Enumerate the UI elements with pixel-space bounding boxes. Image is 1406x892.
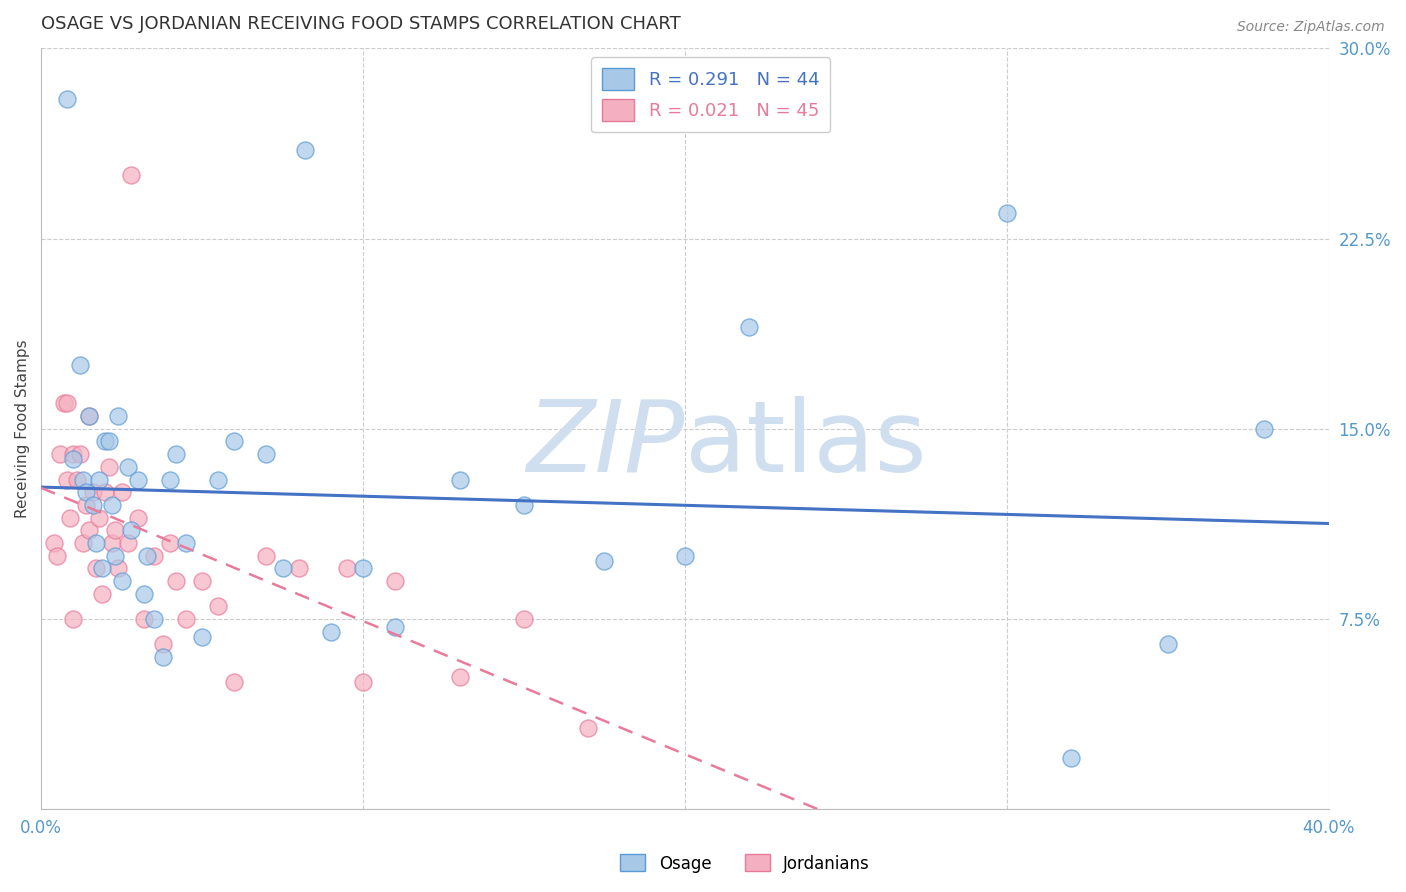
Point xyxy=(336,561,359,575)
Point xyxy=(207,473,229,487)
Point xyxy=(152,650,174,665)
Point xyxy=(52,396,75,410)
Point xyxy=(87,510,110,524)
Point xyxy=(159,473,181,487)
Point xyxy=(384,619,406,633)
Point xyxy=(136,549,159,563)
Point xyxy=(82,485,104,500)
Point xyxy=(101,498,124,512)
Point xyxy=(117,459,139,474)
Text: OSAGE VS JORDANIAN RECEIVING FOOD STAMPS CORRELATION CHART: OSAGE VS JORDANIAN RECEIVING FOOD STAMPS… xyxy=(41,15,681,33)
Point xyxy=(107,409,129,423)
Point xyxy=(165,447,187,461)
Point xyxy=(1157,637,1180,651)
Point xyxy=(449,670,471,684)
Point xyxy=(287,561,309,575)
Point xyxy=(142,612,165,626)
Point xyxy=(110,574,132,588)
Point xyxy=(352,561,374,575)
Point xyxy=(62,452,84,467)
Point xyxy=(97,459,120,474)
Point xyxy=(72,473,94,487)
Point xyxy=(91,561,114,575)
Point xyxy=(576,721,599,735)
Point xyxy=(56,92,79,106)
Point xyxy=(254,447,277,461)
Point xyxy=(159,536,181,550)
Point xyxy=(69,447,91,461)
Point xyxy=(127,473,149,487)
Point xyxy=(104,523,127,537)
Point xyxy=(191,574,214,588)
Point xyxy=(69,359,91,373)
Point xyxy=(107,561,129,575)
Point xyxy=(94,434,117,449)
Legend: Osage, Jordanians: Osage, Jordanians xyxy=(614,847,876,880)
Point xyxy=(294,143,316,157)
Text: ZIP: ZIP xyxy=(527,395,685,492)
Point xyxy=(42,536,65,550)
Point xyxy=(1060,751,1083,765)
Text: Source: ZipAtlas.com: Source: ZipAtlas.com xyxy=(1237,20,1385,34)
Point xyxy=(449,473,471,487)
Y-axis label: Receiving Food Stamps: Receiving Food Stamps xyxy=(15,340,30,518)
Point xyxy=(72,536,94,550)
Point xyxy=(319,624,342,639)
Point xyxy=(152,637,174,651)
Point xyxy=(127,510,149,524)
Point xyxy=(65,473,87,487)
Point xyxy=(79,409,101,423)
Point xyxy=(271,561,294,575)
Text: atlas: atlas xyxy=(685,395,927,492)
Point xyxy=(738,320,761,334)
Point xyxy=(84,561,107,575)
Point xyxy=(82,498,104,512)
Point xyxy=(352,675,374,690)
Point xyxy=(91,586,114,600)
Point xyxy=(132,586,155,600)
Point xyxy=(56,396,79,410)
Point xyxy=(87,473,110,487)
Point xyxy=(46,549,69,563)
Point xyxy=(94,485,117,500)
Point xyxy=(174,612,197,626)
Point xyxy=(513,498,536,512)
Point xyxy=(56,473,79,487)
Point xyxy=(384,574,406,588)
Point xyxy=(110,485,132,500)
Point xyxy=(101,536,124,550)
Point xyxy=(995,206,1018,220)
Point xyxy=(49,447,72,461)
Point xyxy=(79,523,101,537)
Point xyxy=(62,447,84,461)
Point xyxy=(79,409,101,423)
Point xyxy=(1253,422,1275,436)
Point xyxy=(117,536,139,550)
Point xyxy=(59,510,82,524)
Point xyxy=(142,549,165,563)
Point xyxy=(120,168,142,182)
Point xyxy=(132,612,155,626)
Point xyxy=(84,536,107,550)
Point xyxy=(673,549,696,563)
Point xyxy=(174,536,197,550)
Point xyxy=(224,675,246,690)
Legend: R = 0.291   N = 44, R = 0.021   N = 45: R = 0.291 N = 44, R = 0.021 N = 45 xyxy=(591,57,831,132)
Point xyxy=(191,630,214,644)
Point xyxy=(593,554,616,568)
Point xyxy=(513,612,536,626)
Point xyxy=(120,523,142,537)
Point xyxy=(62,612,84,626)
Point xyxy=(165,574,187,588)
Point xyxy=(254,549,277,563)
Point xyxy=(97,434,120,449)
Point xyxy=(75,485,97,500)
Point xyxy=(104,549,127,563)
Point xyxy=(224,434,246,449)
Point xyxy=(207,599,229,614)
Point xyxy=(75,498,97,512)
